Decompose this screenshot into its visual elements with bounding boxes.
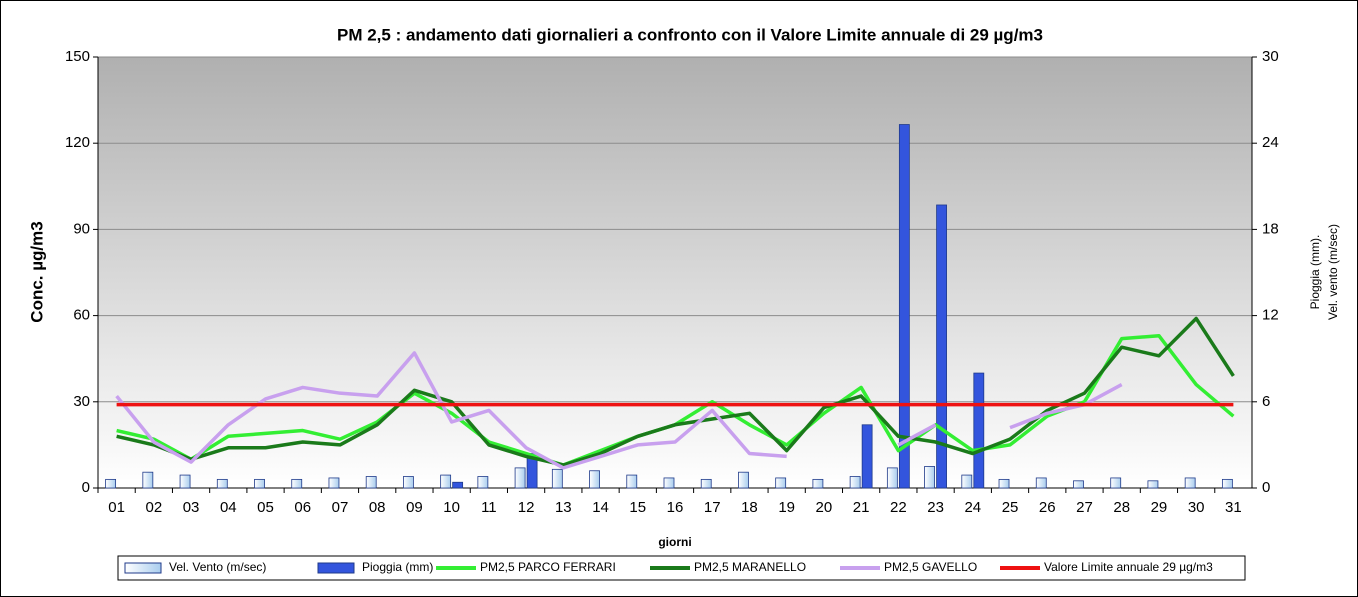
bar xyxy=(179,474,191,489)
bar xyxy=(1221,478,1233,489)
legend-swatch xyxy=(317,562,355,574)
bar xyxy=(961,474,973,489)
legend-label: Vel. Vento (m/sec) xyxy=(169,560,266,574)
bar xyxy=(626,474,638,489)
x-tick-label: 09 xyxy=(406,499,423,516)
x-tick-label: 18 xyxy=(741,499,758,516)
y2-tick-label: 18 xyxy=(1262,220,1279,237)
x-tick-label: 19 xyxy=(778,499,795,516)
bar xyxy=(998,478,1010,489)
y2-tick-label: 24 xyxy=(1262,134,1279,151)
bar xyxy=(477,476,489,489)
bar xyxy=(886,467,898,489)
y-axis-label: Conc. µg/m3 xyxy=(27,221,46,322)
bar xyxy=(775,477,787,489)
y-tick-label: 0 xyxy=(82,479,90,496)
line xyxy=(116,316,1235,467)
legend-label: Pioggia (mm) xyxy=(362,560,433,574)
x-tick-label: 01 xyxy=(108,499,125,516)
bar xyxy=(861,424,873,489)
y-tick-label: 60 xyxy=(73,307,90,324)
bar xyxy=(849,476,861,489)
y-tick-label: 120 xyxy=(65,134,90,151)
x-tick-label: 14 xyxy=(592,499,609,516)
bar xyxy=(663,477,675,489)
legend-label: Valore Limite annuale 29 µg/m3 xyxy=(1044,560,1213,574)
bar xyxy=(936,204,947,489)
x-tick-label: 12 xyxy=(518,499,535,516)
bar xyxy=(440,474,452,489)
x-tick-label: 25 xyxy=(1002,499,1019,516)
legend-label: PM2,5 GAVELLO xyxy=(884,560,977,574)
x-tick-label: 17 xyxy=(704,499,721,516)
bar xyxy=(216,478,228,489)
x-tick-label: 11 xyxy=(481,499,497,516)
y-tick-label: 90 xyxy=(73,220,90,237)
bar xyxy=(589,470,600,489)
bar xyxy=(1184,477,1196,489)
bar xyxy=(898,124,910,489)
bar xyxy=(738,471,749,489)
x-tick-label: 15 xyxy=(629,499,646,516)
x-tick-label: 24 xyxy=(964,499,981,516)
x-tick-label: 28 xyxy=(1113,499,1130,516)
x-tick-label: 04 xyxy=(220,499,237,516)
legend-swatch xyxy=(124,562,162,574)
x-tick-label: 23 xyxy=(927,499,944,516)
bar xyxy=(812,478,824,489)
y2-axis-label: Pioggia (mm). xyxy=(1308,235,1322,310)
bar xyxy=(365,476,377,489)
y-tick-label: 150 xyxy=(65,48,90,65)
bar xyxy=(105,478,117,489)
bar xyxy=(973,372,985,489)
x-tick-label: 10 xyxy=(443,499,460,516)
x-tick-label: 26 xyxy=(1039,499,1056,516)
legend-label: PM2,5 PARCO FERRARI xyxy=(480,560,616,574)
bar xyxy=(514,467,526,489)
x-tick-label: 30 xyxy=(1188,499,1205,516)
x-tick-label: 03 xyxy=(183,499,200,516)
chart-title: PM 2,5 : andamento dati giornalieri a co… xyxy=(337,25,1043,44)
bar xyxy=(1035,477,1047,489)
x-axis-label: giorni xyxy=(658,535,691,549)
x-tick-label: 20 xyxy=(816,499,833,516)
plot-area xyxy=(97,56,1253,489)
y2-tick-label: 30 xyxy=(1262,48,1279,65)
x-tick-label: 08 xyxy=(369,499,386,516)
line xyxy=(1009,383,1123,430)
bar xyxy=(1147,480,1159,489)
bar xyxy=(551,468,563,489)
y-tick-label: 30 xyxy=(73,393,90,410)
x-tick-label: 31 xyxy=(1225,499,1242,516)
y2-axis-label: Vel. vento (m/sec) xyxy=(1326,224,1340,320)
x-tick-label: 13 xyxy=(555,499,572,516)
bar xyxy=(700,478,712,489)
x-tick-label: 27 xyxy=(1076,499,1093,516)
bar xyxy=(254,478,265,489)
y2-tick-label: 0 xyxy=(1262,479,1270,496)
bar xyxy=(291,478,303,489)
x-tick-label: 16 xyxy=(667,499,684,516)
x-tick-label: 22 xyxy=(890,499,907,516)
legend-label: PM2,5 MARANELLO xyxy=(694,560,806,574)
x-tick-label: 29 xyxy=(1151,499,1168,516)
y2-tick-label: 12 xyxy=(1262,307,1279,324)
line xyxy=(897,423,937,447)
bar xyxy=(328,477,340,489)
x-tick-label: 05 xyxy=(257,499,274,516)
bar xyxy=(924,466,935,489)
bar xyxy=(1073,480,1084,489)
x-tick-label: 21 xyxy=(853,499,870,516)
bar xyxy=(526,453,538,489)
x-tick-label: 07 xyxy=(332,499,349,516)
line xyxy=(115,351,787,470)
x-tick-label: 06 xyxy=(294,499,311,516)
x-tick-label: 02 xyxy=(145,499,162,516)
bar xyxy=(142,471,154,489)
y2-tick-label: 6 xyxy=(1262,393,1270,410)
bar xyxy=(1110,477,1122,489)
bar xyxy=(403,476,414,489)
bar xyxy=(452,481,464,489)
